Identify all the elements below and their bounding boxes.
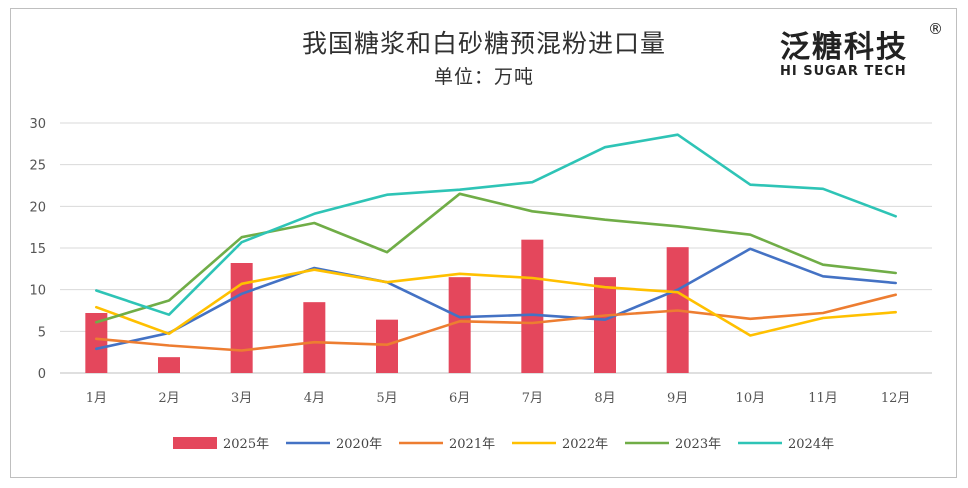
legend-label: 2022年 (562, 437, 608, 452)
bar (376, 319, 398, 373)
y-tick-label: 0 (38, 367, 46, 382)
bar (230, 263, 253, 373)
series-line (95, 133, 898, 317)
logo-tagline: HI SUGAR TECH (780, 64, 907, 79)
legend-label: 2025年 (223, 437, 269, 452)
registered-mark: ® (928, 20, 943, 38)
series-line (95, 192, 898, 324)
x-tick-label: 7月 (522, 391, 543, 406)
legend-label: 2024年 (788, 437, 834, 452)
bar (158, 357, 180, 373)
brand-logo: 泛糖科技 ® HI SUGAR TECH (780, 20, 950, 80)
y-tick-label: 10 (29, 284, 46, 299)
logo-wordmark: 泛糖科技 (780, 30, 908, 65)
bar (521, 239, 544, 373)
x-tick-label: 9月 (667, 391, 688, 406)
x-tick-label: 2月 (158, 391, 179, 406)
y-tick-label: 20 (29, 200, 46, 215)
bar (448, 277, 471, 373)
y-tick-label: 30 (29, 117, 46, 132)
y-tick-label: 5 (38, 325, 46, 340)
x-tick-label: 1月 (86, 391, 107, 406)
legend-label: 2023年 (675, 437, 721, 452)
legend-swatch-bar (173, 437, 217, 449)
y-tick-label: 25 (29, 159, 46, 174)
y-tick-label: 15 (29, 242, 46, 257)
x-tick-label: 11月 (808, 391, 838, 406)
series-line (95, 247, 898, 351)
chart-frame (10, 8, 957, 478)
series-line (95, 268, 898, 337)
bar (85, 313, 108, 373)
bar (594, 277, 616, 373)
legend-label: 2021年 (449, 437, 495, 452)
chart-subtitle: 单位：万吨 (433, 66, 534, 88)
legend-label: 2020年 (336, 437, 382, 452)
x-tick-label: 8月 (594, 391, 615, 406)
x-tick-label: 6月 (449, 391, 470, 406)
x-tick-label: 5月 (376, 391, 397, 406)
x-tick-label: 10月 (736, 391, 766, 406)
chart-title: 我国糖浆和白砂糖预混粉进口量 (301, 29, 666, 58)
x-tick-label: 4月 (304, 391, 325, 406)
series-line (95, 293, 898, 352)
x-tick-label: 3月 (231, 391, 252, 406)
bar (303, 302, 326, 373)
x-tick-label: 12月 (881, 391, 911, 406)
